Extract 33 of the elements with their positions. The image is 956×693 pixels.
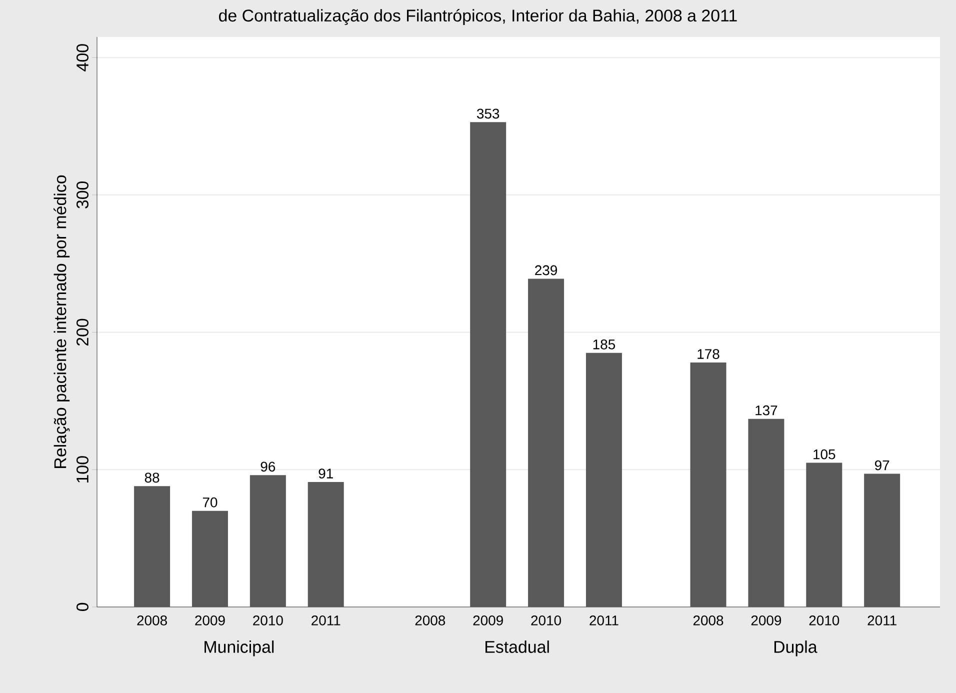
series-label: Estadual <box>486 640 549 653</box>
x-tick-label: 2008 <box>137 615 167 626</box>
series-label: Dupla <box>774 640 818 656</box>
x-tick-label: 2008 <box>693 615 724 626</box>
data-label: 88 <box>144 472 160 483</box>
x-tick-label: 2011 <box>590 615 618 626</box>
data-label: 96 <box>260 462 276 472</box>
x-tick-label: 2010 <box>253 615 283 626</box>
x-tick-label: 2009 <box>473 615 503 626</box>
data-label: 70 <box>202 497 218 508</box>
y-tick-label: 300 <box>76 181 88 208</box>
series-label: Municipal <box>204 640 274 656</box>
data-label: 185 <box>593 339 616 350</box>
y-axis-title: Relação paciente internado por médico <box>54 175 70 468</box>
y-tick-label: 0 <box>76 602 88 612</box>
x-tick-label: 2009 <box>751 615 782 626</box>
data-label: 91 <box>318 468 333 478</box>
data-label: 353 <box>476 108 500 119</box>
x-tick-label: 2009 <box>195 615 225 626</box>
x-tick-label: 2010 <box>531 615 561 626</box>
y-tick-label: 100 <box>76 456 88 482</box>
x-tick-label: 2011 <box>312 615 340 626</box>
data-label: 137 <box>756 405 778 416</box>
y-tick-label: 200 <box>76 318 88 346</box>
x-tick-label: 2010 <box>809 615 840 626</box>
data-label: 97 <box>874 460 890 470</box>
data-label: 178 <box>698 349 720 359</box>
chart-title: de Contratualização dos Filantrópicos, Interior da Bahia, 2008 a 2011 <box>219 8 737 26</box>
data-label: 105 <box>814 449 836 460</box>
x-tick-label: 2008 <box>415 615 446 626</box>
x-tick-label: 2011 <box>868 615 896 626</box>
y-tick-label: 400 <box>76 44 88 72</box>
data-label: 239 <box>535 265 557 276</box>
